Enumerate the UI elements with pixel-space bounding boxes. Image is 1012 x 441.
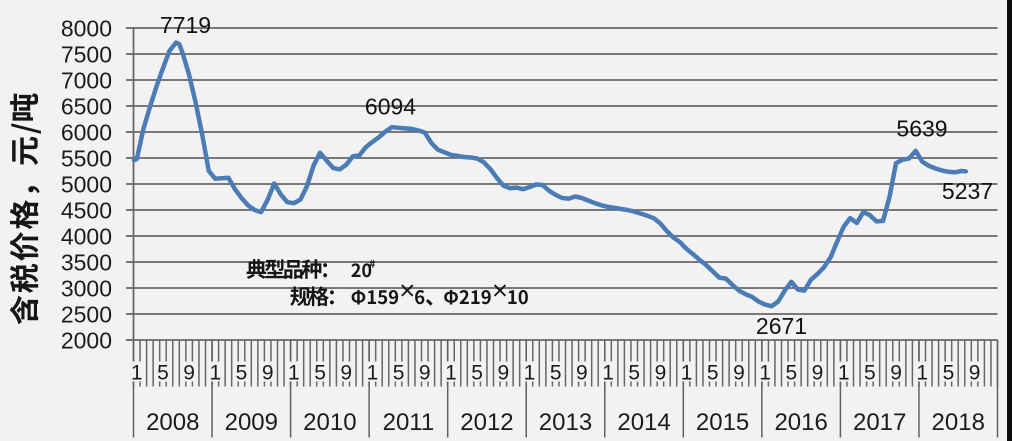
svg-text:4000: 4000: [61, 223, 112, 249]
svg-text:1: 1: [209, 361, 221, 384]
svg-text:2017: 2017: [853, 409, 906, 436]
svg-text:2009: 2009: [225, 409, 278, 436]
svg-text:1: 1: [524, 361, 536, 384]
svg-text:1: 1: [838, 361, 850, 384]
svg-text:9: 9: [419, 361, 431, 384]
svg-text:5237: 5237: [942, 178, 993, 204]
svg-text:6000: 6000: [61, 119, 112, 145]
svg-text:2018: 2018: [932, 409, 985, 436]
svg-text:5639: 5639: [896, 115, 947, 141]
svg-text:2015: 2015: [696, 409, 749, 436]
svg-text:9: 9: [890, 361, 902, 384]
svg-text:9: 9: [733, 361, 745, 384]
svg-text:9: 9: [183, 361, 195, 384]
svg-text:5: 5: [707, 361, 719, 384]
svg-text:4500: 4500: [61, 197, 112, 223]
svg-text:3500: 3500: [61, 249, 112, 275]
svg-text:9: 9: [969, 361, 981, 384]
svg-text:3000: 3000: [61, 275, 112, 301]
svg-text:5500: 5500: [61, 145, 112, 171]
svg-text:9: 9: [262, 361, 274, 384]
svg-text:1: 1: [288, 361, 300, 384]
svg-text:8000: 8000: [61, 15, 112, 41]
svg-text:5: 5: [550, 361, 562, 384]
svg-text:2014: 2014: [617, 409, 670, 436]
svg-text:2013: 2013: [539, 409, 592, 436]
svg-text:1: 1: [131, 361, 143, 384]
svg-text:1: 1: [916, 361, 928, 384]
svg-text:9: 9: [576, 361, 588, 384]
svg-text:5000: 5000: [61, 171, 112, 197]
svg-text:5: 5: [628, 361, 640, 384]
svg-text:5: 5: [314, 361, 326, 384]
svg-text:2008: 2008: [146, 409, 199, 436]
svg-text:9: 9: [812, 361, 824, 384]
svg-text:7000: 7000: [61, 67, 112, 93]
svg-text:5: 5: [785, 361, 797, 384]
svg-text:1: 1: [602, 361, 614, 384]
svg-text:6500: 6500: [61, 93, 112, 119]
svg-text:1: 1: [681, 361, 693, 384]
svg-text:9: 9: [340, 361, 352, 384]
svg-text:1: 1: [367, 361, 379, 384]
svg-text:2000: 2000: [61, 327, 112, 353]
svg-text:7500: 7500: [61, 41, 112, 67]
svg-text:2011: 2011: [383, 409, 435, 436]
svg-text:5: 5: [393, 361, 405, 384]
svg-text:2500: 2500: [61, 301, 112, 327]
svg-text:6094: 6094: [365, 93, 416, 119]
svg-text:5: 5: [236, 361, 248, 384]
svg-text:5: 5: [943, 361, 955, 384]
svg-text:7719: 7719: [160, 12, 211, 38]
svg-text:5: 5: [157, 361, 169, 384]
svg-text:2016: 2016: [774, 409, 827, 436]
svg-text:9: 9: [655, 361, 667, 384]
svg-text:1: 1: [759, 361, 771, 384]
svg-text:2012: 2012: [460, 409, 513, 436]
svg-text:5: 5: [471, 361, 483, 384]
svg-text:2671: 2671: [756, 313, 807, 339]
svg-text:9: 9: [497, 361, 509, 384]
svg-text:5: 5: [864, 361, 876, 384]
svg-text:2010: 2010: [303, 409, 356, 436]
svg-text:1: 1: [445, 361, 457, 384]
